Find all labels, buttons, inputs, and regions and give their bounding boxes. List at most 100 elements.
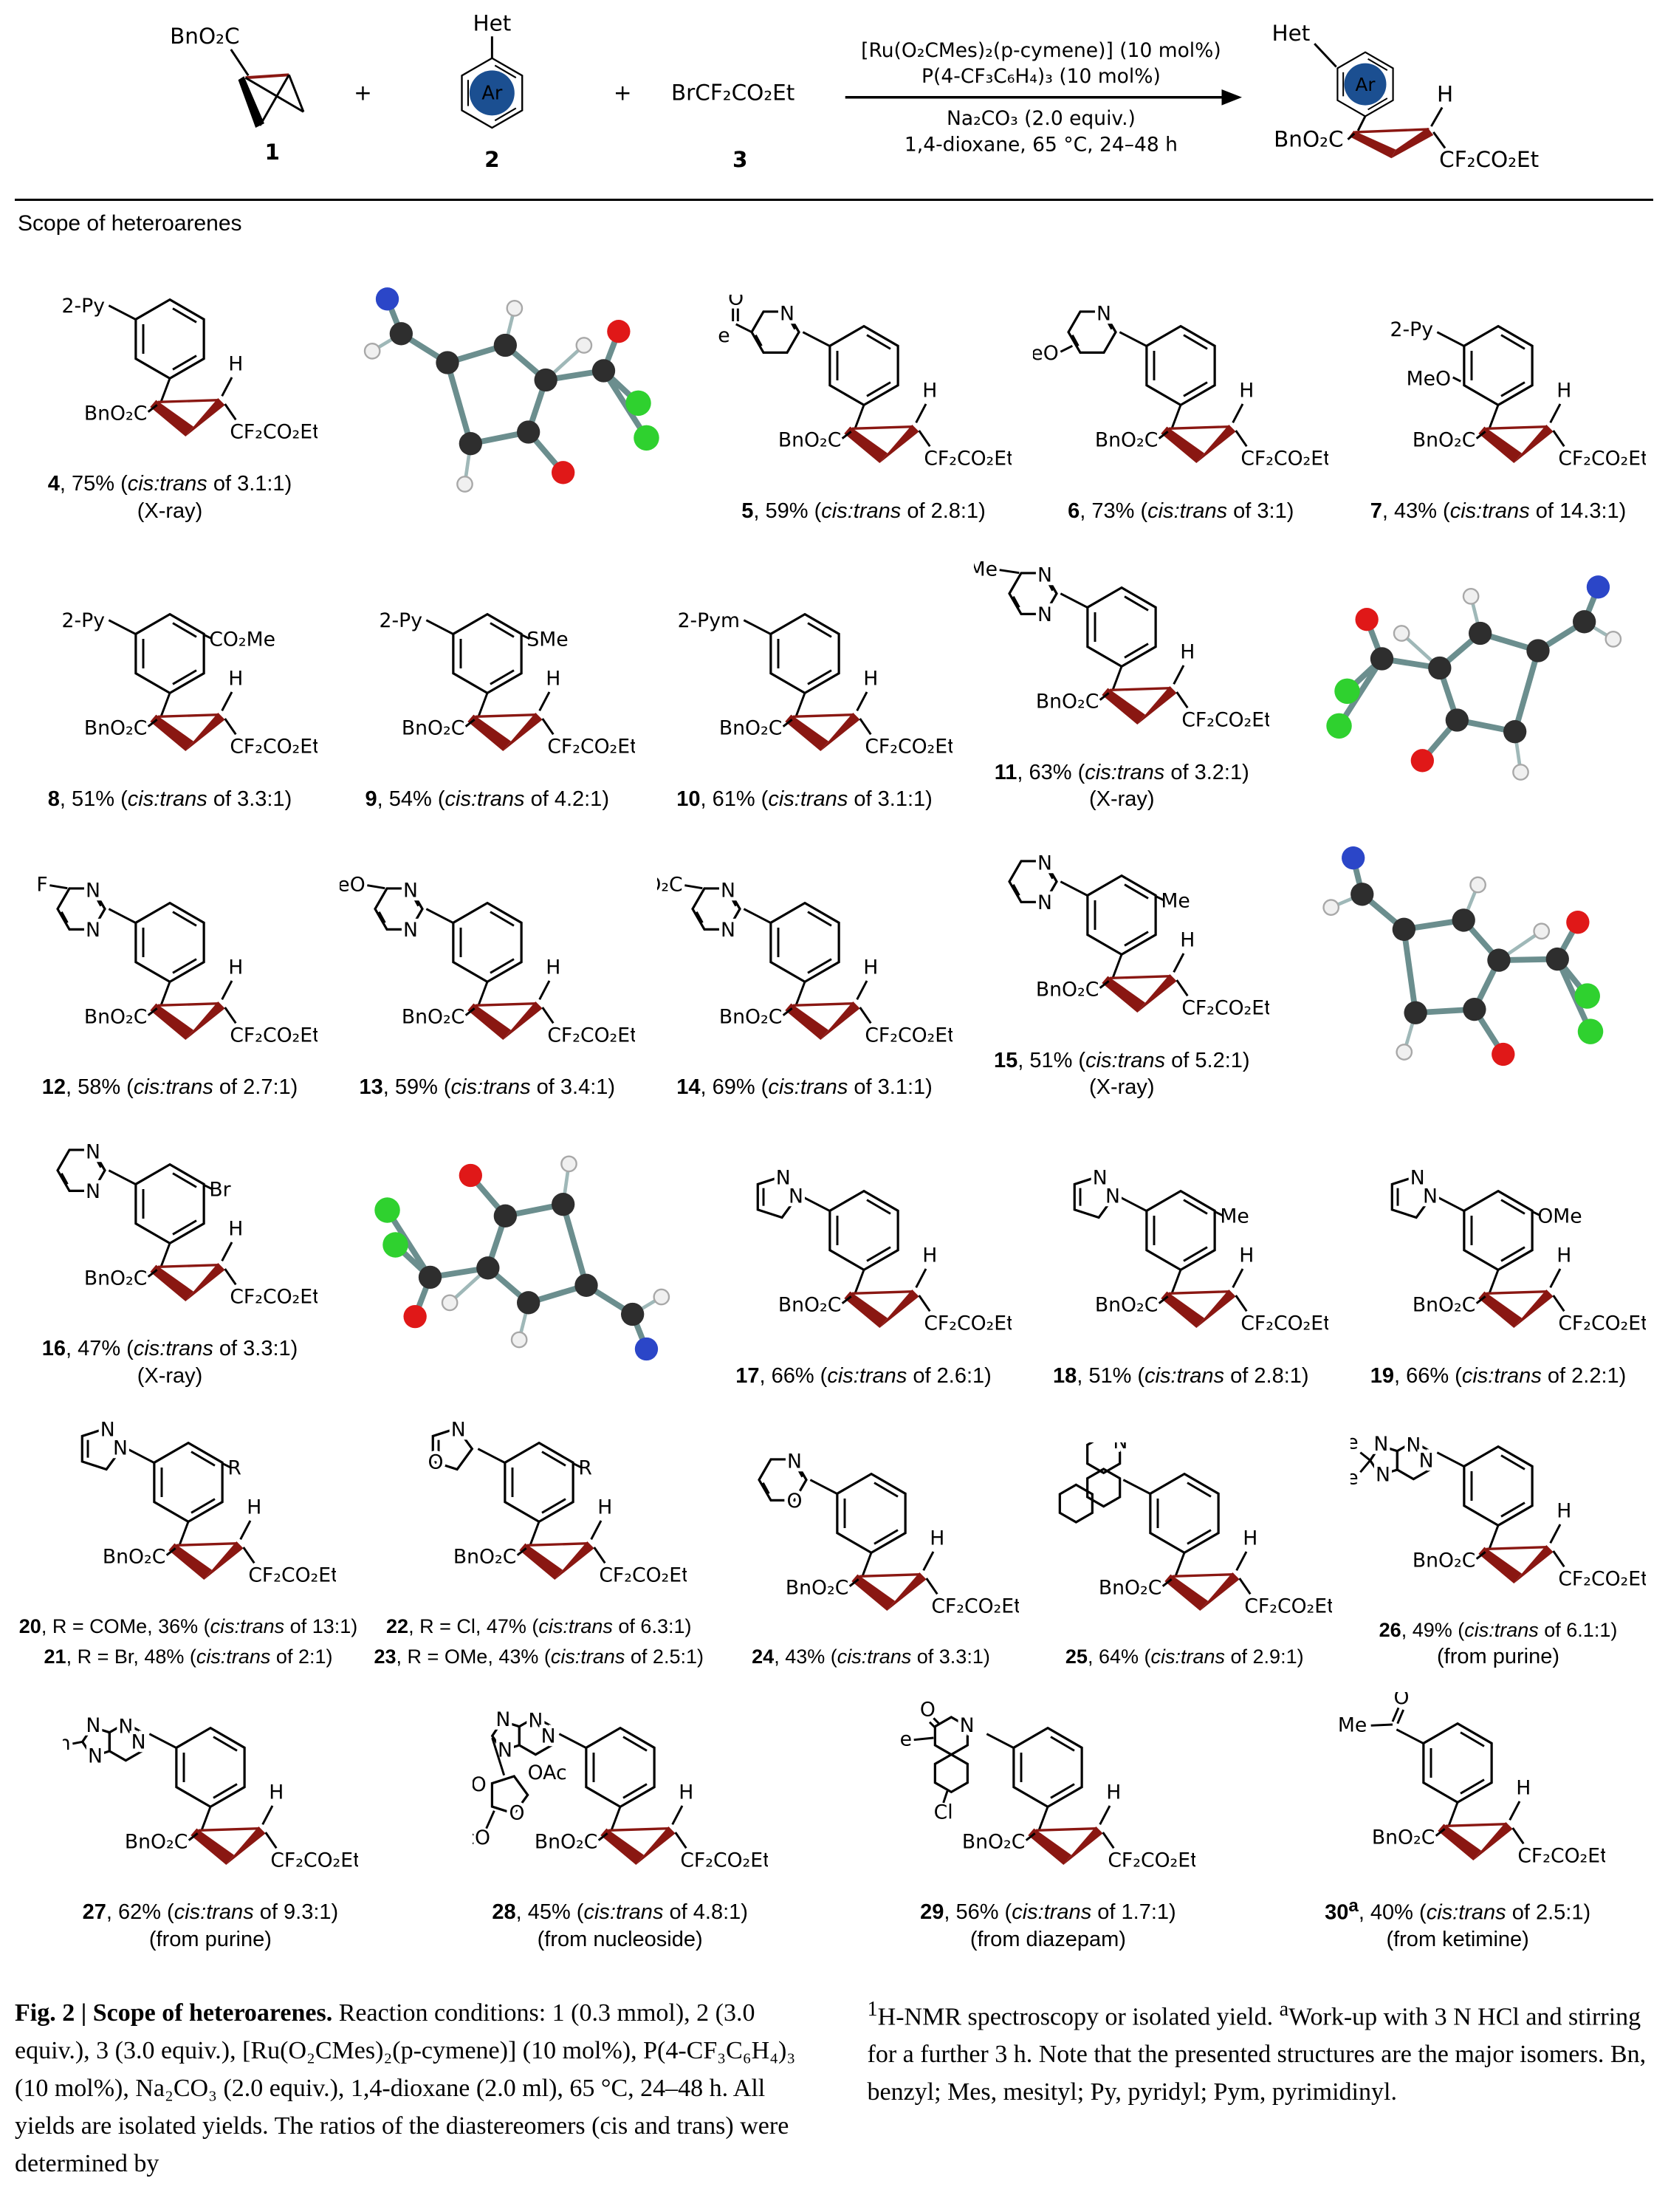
compound-label: 27, 62% (cis:trans of 9.3:1) xyxy=(82,1900,339,1925)
svg-text:Me: Me xyxy=(1350,1467,1359,1490)
svg-text:Cl: Cl xyxy=(934,1801,953,1824)
compound-cell-29: O N Me Cl 29, 56% (cis:trans of 1.7:1) (… xyxy=(874,1696,1221,1953)
compound-cell-28: OAc AcO AcO 28, 45% (cis:trans of 4.8:1)… xyxy=(447,1696,794,1953)
compound-cell-22-23: R 22, R = Cl, 47% (cis:trans of 6.3:1) 2… xyxy=(365,1411,713,1670)
compound-number: 28 xyxy=(492,1900,516,1925)
structure-25 xyxy=(1037,1442,1332,1640)
svg-text:MeO: MeO xyxy=(1033,342,1059,365)
svg-text:OMe: OMe xyxy=(1537,1205,1582,1227)
svg-text:Me: Me xyxy=(716,324,730,347)
compound-number: 7 xyxy=(1370,499,1382,523)
xray-render xyxy=(1295,547,1642,812)
compound-number: 10 xyxy=(676,787,701,811)
svg-text:O: O xyxy=(920,1698,936,1721)
caption-right-column: 1H-NMR spectroscopy or isolated yield. a… xyxy=(867,1997,1647,2106)
structure-10: 2-Pym xyxy=(677,609,953,780)
compound-row-3: F 12, 58% (cis:trans of 2.7:1) MeO 13, 5… xyxy=(15,835,1653,1100)
compound-label: 9, 54% (cis:trans of 4.2:1) xyxy=(365,787,609,811)
compound-label: 22, R = Cl, 47% (cis:trans of 6.3:1) xyxy=(386,1615,692,1637)
compound-note: (from purine) xyxy=(1437,1644,1559,1668)
structure-15: Me xyxy=(974,844,1269,1041)
compound-label: 15, 51% (cis:trans of 5.2:1) xyxy=(993,1049,1250,1073)
compound-cell-13: MeO 13, 59% (cis:trans of 3.4:1) xyxy=(332,872,642,1101)
compound-label: 12, 58% (cis:trans of 2.7:1) xyxy=(41,1075,298,1100)
compound-note: (X-ray) xyxy=(137,1363,203,1388)
compound-number: 16 xyxy=(41,1337,66,1361)
compound-label: 18, 51% (cis:trans of 2.8:1) xyxy=(1052,1363,1309,1388)
condition-line-1: [Ru(O₂CMes)₂(p-cymene)] (10 mol%) xyxy=(861,39,1221,62)
product-cf2-label: CF₂CO₂Et xyxy=(1439,147,1539,172)
structure-18: Me xyxy=(1033,1160,1328,1357)
structure-5: O Me xyxy=(716,295,1012,492)
compound-label: 4, 75% (cis:trans of 3.1:1) xyxy=(47,472,292,496)
svg-text:CO₂Me: CO₂Me xyxy=(209,629,275,651)
compound-note: (X-ray) xyxy=(1088,787,1155,811)
structure-7: 2-Py MeO xyxy=(1390,318,1646,492)
structure-8: 2-Py CO₂Me xyxy=(62,609,318,780)
compound-label: 6, 73% (cis:trans of 3:1) xyxy=(1068,499,1294,523)
compound-footnote-mark: a xyxy=(1348,1895,1359,1916)
compound-cell-14: MeO₂C 14, 69% (cis:trans of 3.1:1) xyxy=(650,872,960,1101)
compound-number: 4 xyxy=(47,472,60,496)
compound-note: (X-ray) xyxy=(137,499,203,523)
compound-row-6: Bn 27, 62% (cis:trans of 9.3:1) (from pu… xyxy=(15,1692,1653,1953)
compound-row-5: R 20, R = COMe, 36% (cis:trans of 13:1) … xyxy=(15,1411,1653,1670)
xray-render xyxy=(343,1123,690,1389)
compound-number: 18 xyxy=(1052,1363,1077,1388)
compound-cell-9: 2-Py SMe 9, 54% (cis:trans of 4.2:1) xyxy=(332,583,642,812)
compound-number: 5 xyxy=(741,499,754,523)
het-label: Het xyxy=(473,10,511,35)
ar-circle xyxy=(469,70,515,116)
svg-text:R: R xyxy=(578,1456,592,1479)
structure-24 xyxy=(724,1442,1019,1640)
caption-title: Fig. 2 | Scope of heteroarenes. xyxy=(15,1999,339,2027)
xray-structure-4 xyxy=(332,1123,701,1389)
compound-number: 9 xyxy=(365,787,377,811)
ar-label: Ar xyxy=(1356,74,1376,95)
reactant1-ester-label: BnO₂C xyxy=(170,24,239,49)
structure-14: MeO₂C xyxy=(657,873,953,1069)
compound-cell-10: 2-Pym 10, 61% (cis:trans of 3.1:1) xyxy=(650,583,960,812)
section-title: Scope of heteroarenes xyxy=(18,210,242,236)
svg-text:F: F xyxy=(36,873,47,896)
compound-cell-6: MeO 6, 73% (cis:trans of 3:1) xyxy=(1026,295,1336,524)
plus-sign: + xyxy=(354,81,372,106)
structure-6: MeO xyxy=(1033,295,1328,492)
ar-circle xyxy=(1344,63,1387,106)
compound-cell-4: 2-Py 4, 75% (cis:trans of 3.1:1) (X-ray) xyxy=(15,268,325,524)
reactant3-number: 3 xyxy=(732,147,748,172)
product-het-label: Het xyxy=(1272,21,1311,46)
svg-text:Me: Me xyxy=(1350,1431,1359,1454)
divider-rule xyxy=(15,198,1653,201)
compound-note: (from ketimine) xyxy=(1386,1927,1529,1951)
compound-cell-7: 2-Py MeO 7, 43% (cis:trans of 14.3:1) xyxy=(1343,295,1653,524)
structure-11: Me xyxy=(974,558,1269,753)
svg-text:2-Py: 2-Py xyxy=(1390,318,1433,341)
compound-note: (from purine) xyxy=(148,1927,272,1951)
compound-number: 20 xyxy=(18,1615,41,1637)
caption-left-column: Fig. 2 | Scope of heteroarenes. Reaction… xyxy=(15,1999,796,2177)
compound-number: 8 xyxy=(47,787,60,811)
condition-line-3: Na₂CO₃ (2.0 equiv.) xyxy=(947,107,1136,130)
structure-20-21: R xyxy=(41,1411,336,1609)
compound-label: 26, 49% (cis:trans of 6.1:1) xyxy=(1379,1619,1618,1642)
figure-caption: Fig. 2 | Scope of heteroarenes. Reaction… xyxy=(15,1994,1653,2182)
compound-label: 11, 63% (cis:trans of 3.2:1) xyxy=(994,760,1249,784)
product-h-label: H xyxy=(1437,82,1453,107)
svg-text:Me: Me xyxy=(1161,890,1190,913)
structure-12: F xyxy=(36,873,318,1069)
compound-number: 13 xyxy=(359,1075,383,1100)
structure-4: 2-Py xyxy=(62,295,318,465)
reaction-scheme: BnO₂C 1 + Het Ar 2 + BrCF₂CO₂Et 3 [Ru(O₂… xyxy=(170,10,1539,172)
structure-17 xyxy=(716,1160,1012,1357)
compound-label: 21, R = Br, 48% (cis:trans of 2:1) xyxy=(44,1646,333,1668)
svg-text:2-Py: 2-Py xyxy=(379,609,422,632)
compound-label: 19, 66% (cis:trans of 2.2:1) xyxy=(1370,1363,1627,1388)
product-ester-label: BnO₂C xyxy=(1274,127,1343,152)
compound-number: 30 xyxy=(1325,1900,1349,1925)
compound-cell-26: Me Me 26, 49% (cis:trans of 6.1:1) (from… xyxy=(1343,1415,1653,1670)
structure-9: 2-Py SMe xyxy=(379,609,635,780)
compound-cell-16: Br 16, 47% (cis:trans of 3.3:1) (X-ray) xyxy=(15,1133,325,1389)
svg-text:AcO: AcO xyxy=(473,1773,487,1796)
